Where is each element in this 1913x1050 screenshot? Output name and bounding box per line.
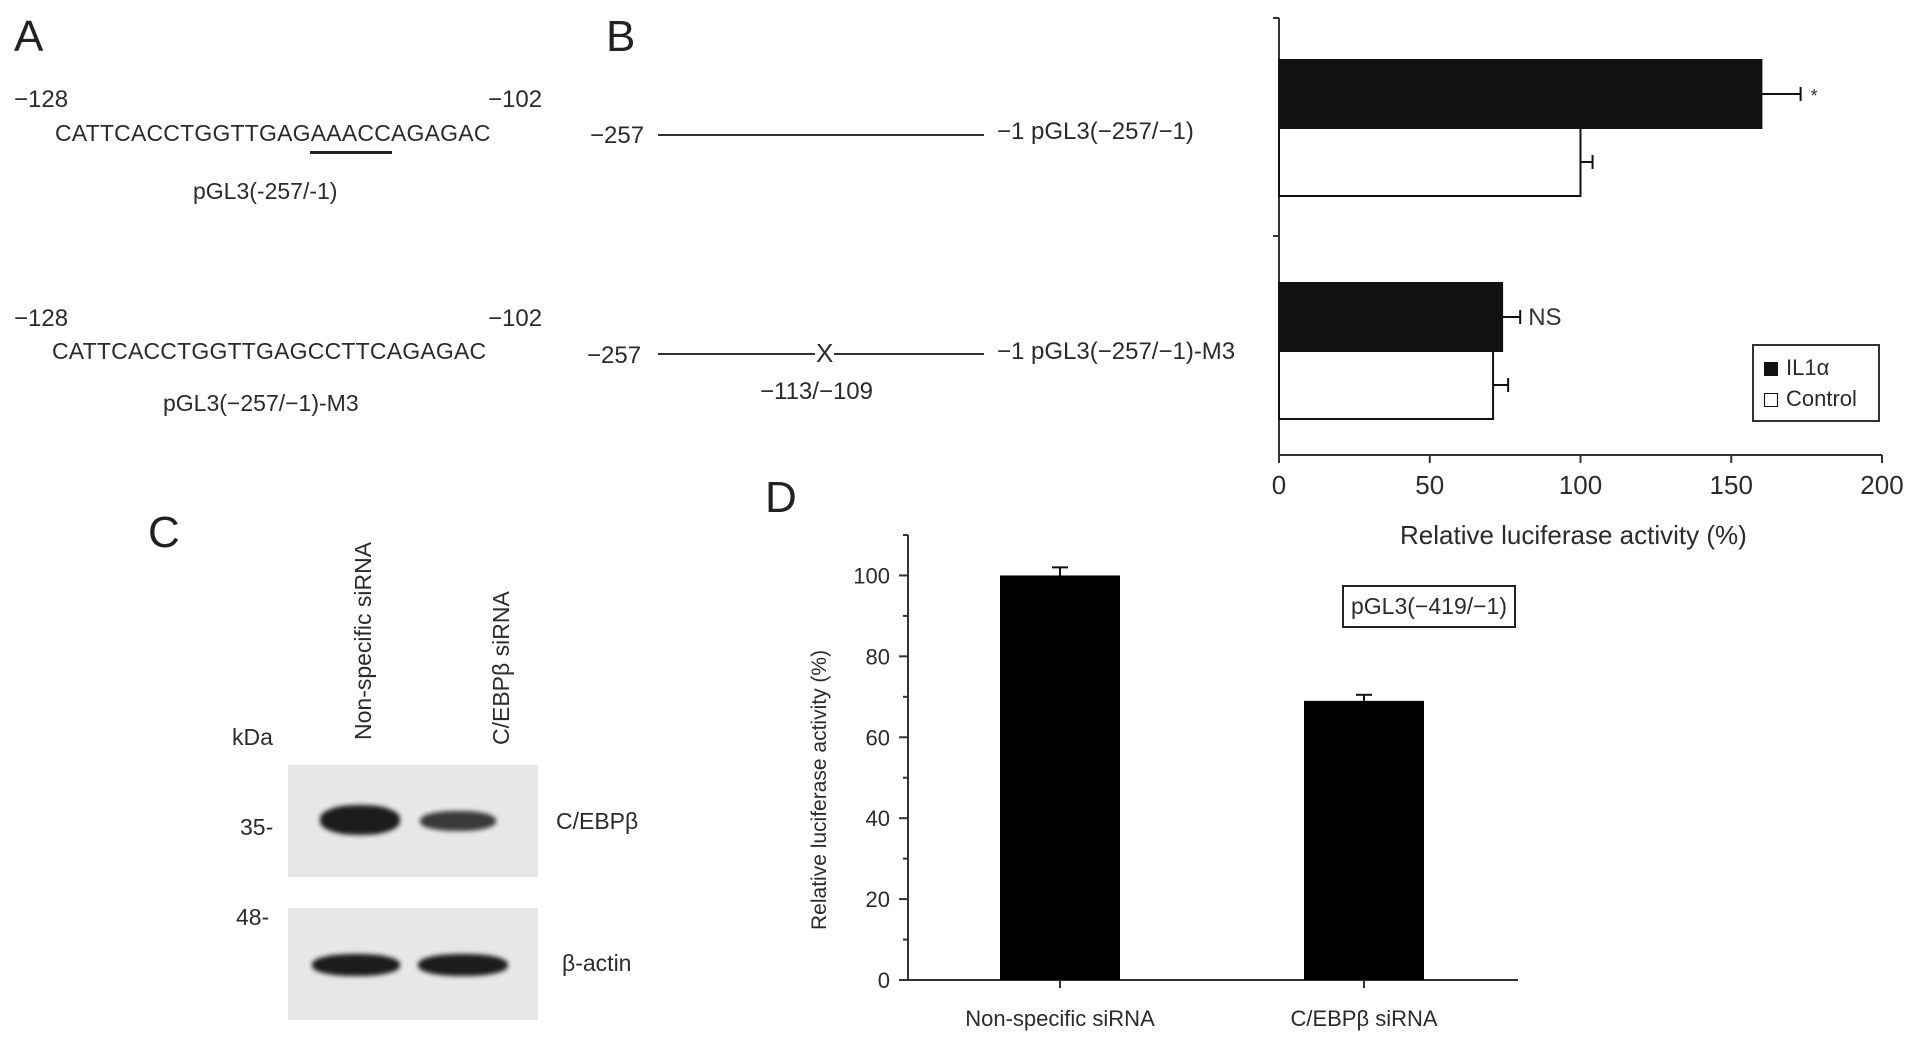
band-cebpb-knockdown <box>420 811 496 831</box>
construct2-left-position: −257 <box>587 342 642 369</box>
kda-unit-label: kDa <box>232 724 273 750</box>
wt-sequence-suffix: CAGAGAC <box>374 120 491 146</box>
panel-a-letter: A <box>14 12 44 61</box>
chart-d-category-label-1: C/EBPβ siRNA <box>1290 1006 1437 1031</box>
chart-b-xlabel: Relative luciferase activity (%) <box>1400 520 1747 550</box>
mut-start-position: −128 <box>14 305 69 332</box>
chart-d-y-tick-label-40: 40 <box>866 806 890 831</box>
mut-construct-label: pGL3(−257/−1)-M3 <box>163 390 359 416</box>
panel-d-letter: D <box>765 473 797 522</box>
chart-d-bar-0 <box>1000 575 1120 980</box>
legend-item-il1a: IL1α <box>1764 355 1829 381</box>
mut-end-position: −102 <box>488 305 543 332</box>
chart-d-category-label-0: Non-specific siRNA <box>965 1006 1155 1031</box>
legend-label-il1a: IL1α <box>1786 355 1830 380</box>
chart-b-bar-il1α-0 <box>1278 59 1763 129</box>
construct1-line <box>658 134 984 136</box>
protein-label-actin: β-actin <box>562 950 632 976</box>
binding-site-underline <box>310 151 392 154</box>
protein-label-cebpb: C/EBPβ <box>556 808 639 834</box>
chart-b-significance-star: * <box>1811 86 1818 106</box>
chart-b-x-tick-label-200: 200 <box>1860 470 1903 500</box>
chart-b-x-tick-label-100: 100 <box>1559 470 1602 500</box>
legend-swatch-control <box>1764 393 1778 407</box>
chart-b-x-tick-label-0: 0 <box>1272 470 1286 500</box>
wt-start-position: −128 <box>14 86 69 113</box>
chart-d-bar-1 <box>1304 700 1424 980</box>
mutation-position-label: −113/−109 <box>760 378 874 405</box>
chart-b-bar-control-0 <box>1278 127 1582 197</box>
wt-binding-site: GAAAC <box>292 120 375 146</box>
chart-b-bar-il1α-1 <box>1278 282 1504 352</box>
lane-label-nonspecific: Non-specific siRNA <box>350 541 376 740</box>
lane-label-cebpb: C/EBPβ siRNA <box>488 591 514 745</box>
mut-sequence: CATTCACCTGGTTGAGCCTTCAGAGAC <box>52 338 487 364</box>
wt-sequence: CATTCACCTGGTTGAGAAACCAGAGAC <box>55 120 491 147</box>
wt-sequence-prefix: CATTCACCTGGTTGA <box>55 120 293 146</box>
western-blot-cebpb <box>288 765 538 877</box>
mutation-mark: X <box>815 338 835 369</box>
marker-35: 35- <box>240 814 274 840</box>
chart-d-y-tick-label-100: 100 <box>853 563 890 588</box>
band-actin-nonspecific <box>312 954 400 976</box>
chart-d-y-tick-label-60: 60 <box>866 725 890 750</box>
chart-b-x-tick-label-150: 150 <box>1710 470 1753 500</box>
construct2-right-label: −1 pGL3(−257/−1)-M3 <box>997 338 1236 365</box>
panel-b-letter: B <box>606 12 636 61</box>
chart-b-x-tick-label-50: 50 <box>1415 470 1444 500</box>
band-cebpb-nonspecific <box>320 805 400 835</box>
construct-box-label: pGL3(−419/−1) <box>1342 585 1517 628</box>
chart-b-significance-ns: NS <box>1528 304 1561 331</box>
chart-d-ylabel: Relative luciferase activity (%) <box>808 649 831 930</box>
chart-d-y-tick-label-0: 0 <box>878 968 890 993</box>
band-actin-knockdown <box>418 954 508 976</box>
legend-swatch-il1a <box>1764 362 1778 376</box>
panel-c-letter: C <box>148 508 180 557</box>
legend-label-control: Control <box>1786 386 1857 411</box>
legend-item-control: Control <box>1764 386 1857 412</box>
wt-end-position: −102 <box>488 86 543 113</box>
western-blot-actin <box>288 908 538 1020</box>
marker-48: 48- <box>236 904 270 930</box>
chart-d-y-tick-label-20: 20 <box>866 887 890 912</box>
chart-d-y-tick-label-80: 80 <box>866 644 890 669</box>
chart-b-legend: IL1α Control <box>1752 344 1880 422</box>
chart-b-bar-control-1 <box>1278 350 1495 420</box>
wt-construct-label: pGL3(-257/-1) <box>193 178 338 204</box>
construct1-right-label: −1 pGL3(−257/−1) <box>997 118 1194 145</box>
construct1-left-position: −257 <box>590 122 645 149</box>
